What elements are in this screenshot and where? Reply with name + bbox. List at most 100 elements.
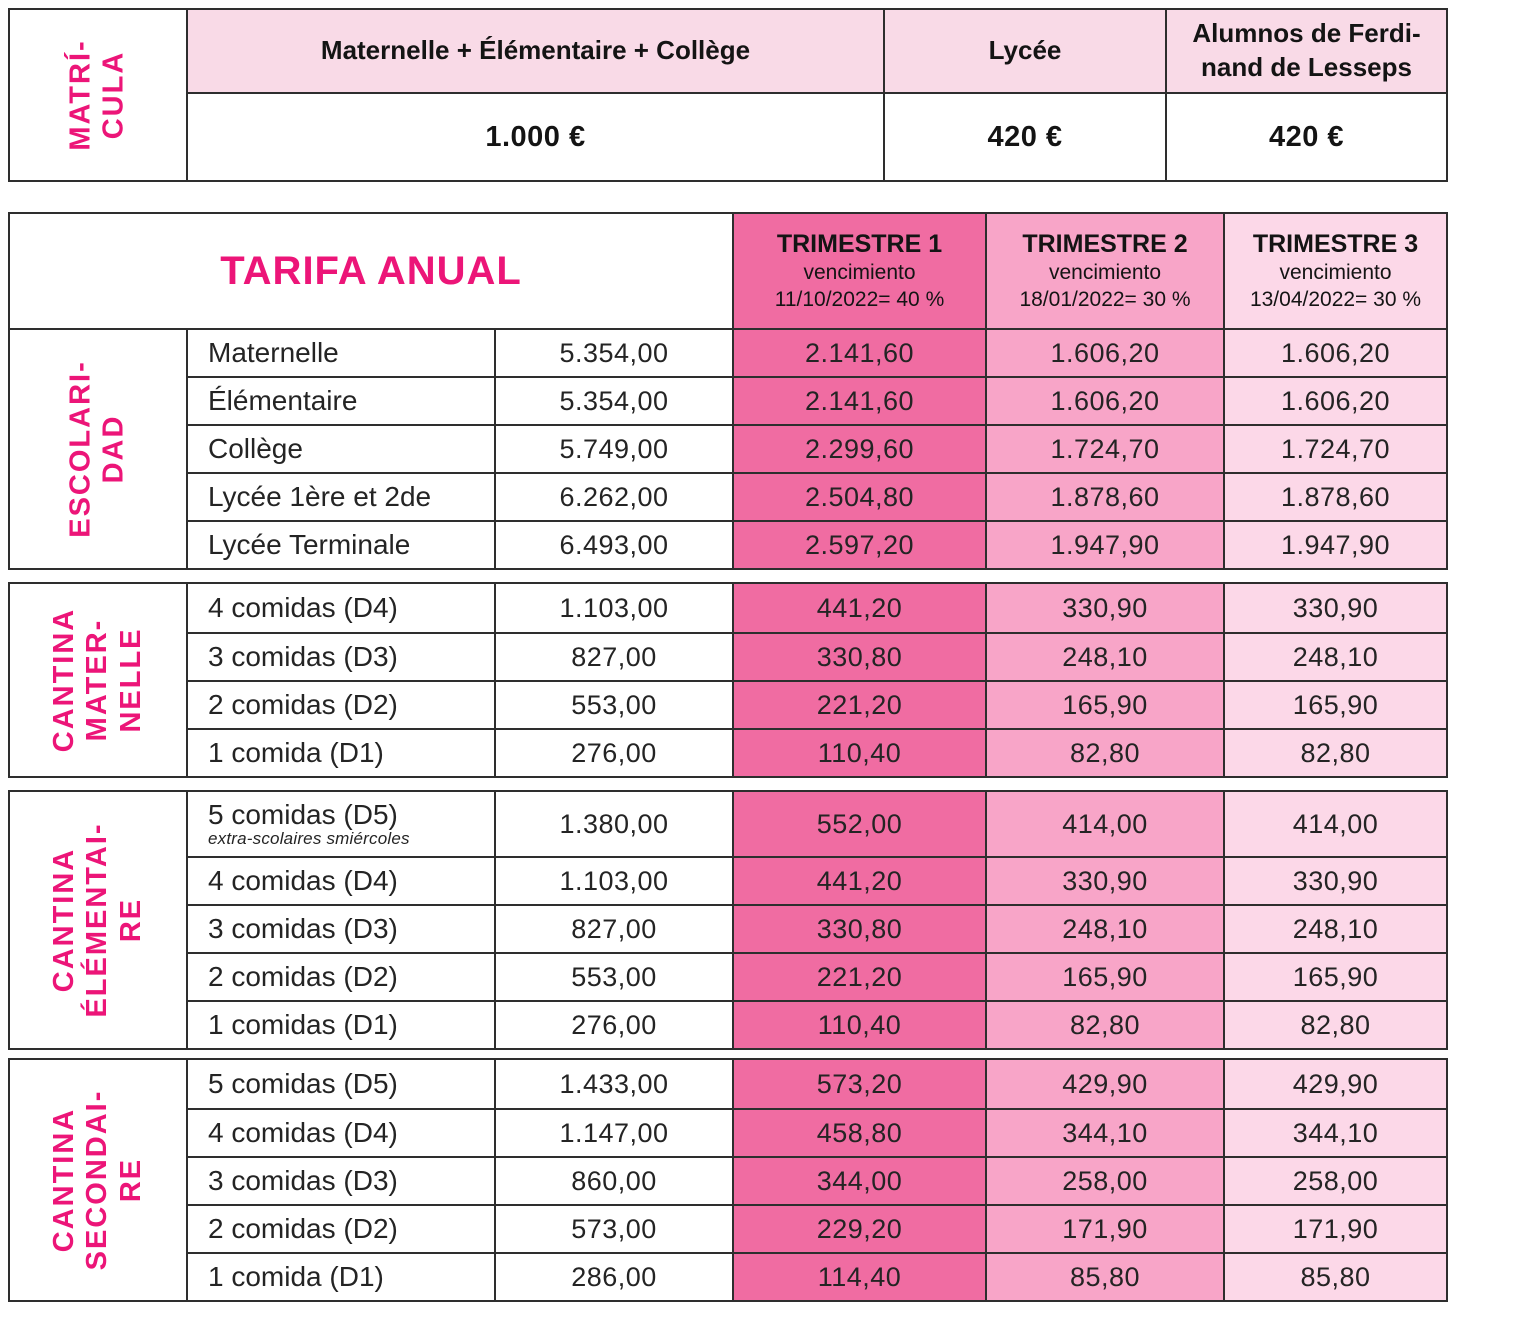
annual-fee: 5.354,00 [494,328,732,376]
fee-name: 4 comidas (D4) [186,856,494,904]
matricula-fee-2: 420 € [883,92,1165,180]
trimester-3-fee: 82,80 [1223,728,1446,776]
trimester-2-fee: 330,90 [985,584,1223,632]
trimester-2-fee: 330,90 [985,856,1223,904]
trimester-3-fee: 1.878,60 [1223,472,1446,520]
trimester-1-due: 11/10/2022= 40 % [774,287,945,311]
trimester-1-fee: 2.141,60 [732,376,985,424]
trimester-3-fee: 165,90 [1223,952,1446,1000]
annual-fee: 1.103,00 [494,856,732,904]
matricula-fee-1: 1.000 € [186,92,883,180]
trimester-3-fee: 248,10 [1223,632,1446,680]
trimester-3-fee: 1.606,20 [1223,328,1446,376]
cantina-elementaire-table: CANTINA ÉLÉMENTAI- RE 5 comidas (D5) ext… [8,790,1448,1050]
trimester-1-fee: 110,40 [732,728,985,776]
trimester-2-fee: 1.947,90 [985,520,1223,568]
fee-name: 5 comidas (D5) [208,799,398,831]
trimester-2-fee: 82,80 [985,1000,1223,1048]
trimester-2-fee: 1.606,20 [985,376,1223,424]
matricula-col-header-lesseps: Alumnos de Ferdi- nand de Lesseps [1165,10,1446,92]
trimester-1-fee: 458,80 [732,1108,985,1156]
trimester-3-header: TRIMESTRE 3 vencimiento 13/04/2022= 30 % [1223,214,1446,328]
tarifa-title: TARIFA ANUAL [220,248,522,293]
trimester-2-due: 18/01/2022= 30 % [1019,287,1191,311]
annual-fee: 6.262,00 [494,472,732,520]
fee-name: Élémentaire [186,376,494,424]
trimester-3-fee: 258,00 [1223,1156,1446,1204]
fee-name: 1 comidas (D1) [186,1000,494,1048]
trimester-3-fee: 330,90 [1223,584,1446,632]
section-label-cantina-maternelle: CANTINA MATER- NELLE [10,584,186,776]
matricula-col-header-lycee: Lycée [883,10,1165,92]
trimester-1-fee: 330,80 [732,632,985,680]
trimester-1-vencimiento-label: vencimiento [803,261,916,285]
fee-note: extra-scolaires smiércoles [208,828,410,848]
trimester-2-fee: 414,00 [985,792,1223,856]
trimester-2-fee: 171,90 [985,1204,1223,1252]
trimester-3-fee: 248,10 [1223,904,1446,952]
annual-fee: 553,00 [494,680,732,728]
fee-name: 1 comida (D1) [186,1252,494,1300]
annual-fee: 827,00 [494,632,732,680]
trimester-2-fee: 82,80 [985,728,1223,776]
section-label-escolaridad: ESCOLARI- DAD [10,328,186,568]
fee-name: 3 comidas (D3) [186,904,494,952]
trimester-3-fee: 1.724,70 [1223,424,1446,472]
trimester-1-fee: 552,00 [732,792,985,856]
fee-name: Collège [186,424,494,472]
trimester-1-fee: 114,40 [732,1252,985,1300]
annual-fee: 6.493,00 [494,520,732,568]
trimester-1-fee: 441,20 [732,584,985,632]
annual-fee: 1.380,00 [494,792,732,856]
annual-fee: 827,00 [494,904,732,952]
trimester-1-fee: 221,20 [732,952,985,1000]
tarifa-anual-table: TARIFA ANUAL TRIMESTRE 1 vencimiento 11/… [8,212,1448,570]
trimester-2-header: TRIMESTRE 2 vencimiento 18/01/2022= 30 % [985,214,1223,328]
trimester-2-fee: 1.878,60 [985,472,1223,520]
fee-name: 3 comidas (D3) [186,632,494,680]
fee-name: 5 comidas (D5) [186,1060,494,1108]
trimester-1-fee: 441,20 [732,856,985,904]
annual-fee: 553,00 [494,952,732,1000]
trimester-2-fee: 1.724,70 [985,424,1223,472]
fee-name: 1 comida (D1) [186,728,494,776]
trimester-3-fee: 414,00 [1223,792,1446,856]
cantina-secondaire-table: CANTINA SECONDAI- RE 5 comidas (D5) 1.43… [8,1058,1448,1302]
section-label-cantina-elementaire: CANTINA ÉLÉMENTAI- RE [10,792,186,1048]
trimester-1-fee: 344,00 [732,1156,985,1204]
fee-name: 4 comidas (D4) [186,584,494,632]
annual-fee: 1.147,00 [494,1108,732,1156]
section-label-cantina-secondaire: CANTINA SECONDAI- RE [10,1060,186,1300]
matricula-table: MATRÍ- CULA Maternelle + Élémentaire + C… [8,8,1448,182]
annual-fee: 573,00 [494,1204,732,1252]
annual-fee: 1.103,00 [494,584,732,632]
trimester-1-fee: 221,20 [732,680,985,728]
cantina-maternelle-table: CANTINA MATER- NELLE 4 comidas (D4) 1.10… [8,582,1448,778]
trimester-3-fee: 429,90 [1223,1060,1446,1108]
tarifa-title-cell: TARIFA ANUAL [10,214,732,328]
trimester-2-fee: 1.606,20 [985,328,1223,376]
trimester-2-fee: 248,10 [985,632,1223,680]
section-label-cantina-elementaire-text: CANTINA ÉLÉMENTAI- RE [47,822,147,1018]
annual-fee: 1.433,00 [494,1060,732,1108]
fee-name: 2 comidas (D2) [186,680,494,728]
fee-name: 3 comidas (D3) [186,1156,494,1204]
trimester-3-name: TRIMESTRE 3 [1252,230,1419,259]
trimester-3-fee: 165,90 [1223,680,1446,728]
trimester-2-fee: 429,90 [985,1060,1223,1108]
trimester-1-fee: 2.299,60 [732,424,985,472]
trimester-3-fee: 82,80 [1223,1000,1446,1048]
trimester-2-fee: 258,00 [985,1156,1223,1204]
trimester-1-name: TRIMESTRE 1 [776,230,943,259]
section-label-escolaridad-text: ESCOLARI- DAD [64,360,130,538]
trimester-2-fee: 165,90 [985,680,1223,728]
annual-fee: 286,00 [494,1252,732,1300]
trimester-3-vencimiento-label: vencimiento [1279,261,1392,285]
fee-name: 2 comidas (D2) [186,952,494,1000]
trimester-3-fee: 1.606,20 [1223,376,1446,424]
annual-fee: 276,00 [494,1000,732,1048]
annual-fee: 860,00 [494,1156,732,1204]
trimester-3-fee: 1.947,90 [1223,520,1446,568]
trimester-1-fee: 330,80 [732,904,985,952]
trimester-1-fee: 110,40 [732,1000,985,1048]
